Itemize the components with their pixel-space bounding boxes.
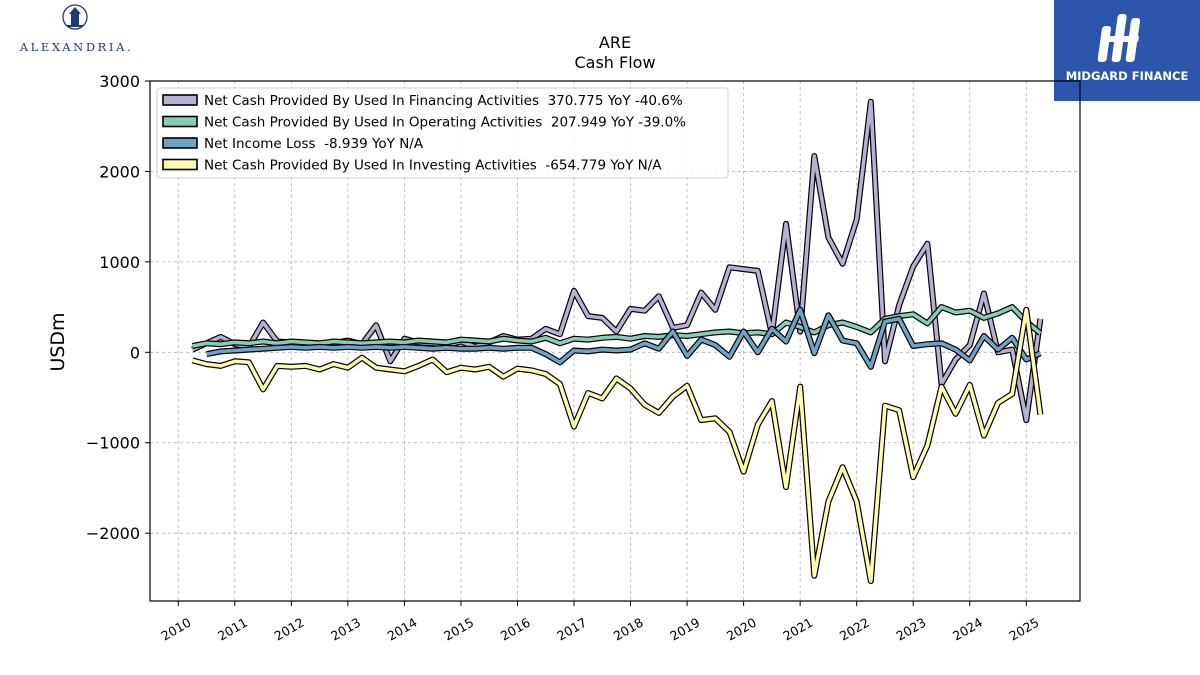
chart-title: ARE	[599, 33, 631, 52]
legend-entry-label: Net Cash Provided By Used In Operating A…	[204, 115, 686, 131]
y-tick-label: 3000	[99, 72, 140, 91]
x-tick-label: 2012	[272, 615, 307, 644]
chart-subtitle: Cash Flow	[574, 53, 655, 72]
legend-swatch	[162, 158, 198, 171]
y-axis-ticks: −2000 −1000 0 1000 2000 3000	[86, 72, 150, 543]
x-tick-label: 2011	[215, 615, 250, 644]
y-tick-label: −2000	[86, 524, 140, 543]
x-tick-label: 2022	[837, 615, 872, 644]
midgard-finance-logo: MIDGARD FINANCE	[1054, 0, 1200, 101]
x-tick-label: 2018	[611, 615, 646, 644]
legend-swatch	[162, 137, 198, 149]
series-lines	[191, 98, 1044, 585]
alexandria-logo: ALEXANDRIA.	[4, 4, 149, 56]
y-tick-label: 1000	[99, 253, 140, 272]
x-axis-ticks: 2010 2011 2012 2013 2014 2015 2016 2017 2018 2019…	[158, 601, 1042, 644]
x-tick-label: 2019	[667, 615, 702, 644]
x-tick-label: 2015	[441, 615, 476, 644]
x-tick-label: 2017	[554, 615, 589, 644]
legend-box	[156, 87, 729, 179]
x-tick-label: 2021	[780, 615, 815, 644]
x-tick-label: 2016	[498, 615, 533, 644]
y-axis-label: USDm	[47, 312, 69, 371]
x-tick-label: 2024	[950, 615, 985, 644]
x-tick-label: 2010	[158, 615, 193, 644]
y-tick-label: 2000	[99, 162, 140, 181]
series-line-2	[206, 307, 1042, 369]
legend-entry-label: Net Cash Provided By Used In Financing A…	[204, 93, 683, 109]
x-tick-label: 2025	[1007, 615, 1042, 644]
midgard-monogram-icon	[1097, 14, 1141, 62]
alexandria-logo-text: ALEXANDRIA.	[19, 40, 134, 54]
x-tick-label: 2023	[893, 615, 928, 644]
legend-swatch	[162, 115, 198, 128]
x-tick-label: 2020	[724, 615, 759, 644]
y-tick-label: 0	[130, 343, 140, 362]
legend-entry-label: Net Income Loss -8.939 YoY N/A	[204, 136, 424, 152]
x-tick-label: 2014	[385, 615, 420, 644]
legend: Net Cash Provided By Used In Financing A…	[156, 87, 729, 179]
legend-swatch	[162, 94, 198, 106]
x-tick-label: 2013	[328, 615, 363, 644]
midgard-finance-logo-text: MIDGARD FINANCE	[1065, 69, 1189, 83]
series-line-3	[191, 307, 1043, 583]
y-tick-label: −1000	[86, 434, 140, 453]
tower-icon	[62, 4, 88, 30]
legend-entry-label: Net Cash Provided By Used In Investing A…	[204, 158, 662, 174]
plot-frame	[149, 80, 1081, 602]
